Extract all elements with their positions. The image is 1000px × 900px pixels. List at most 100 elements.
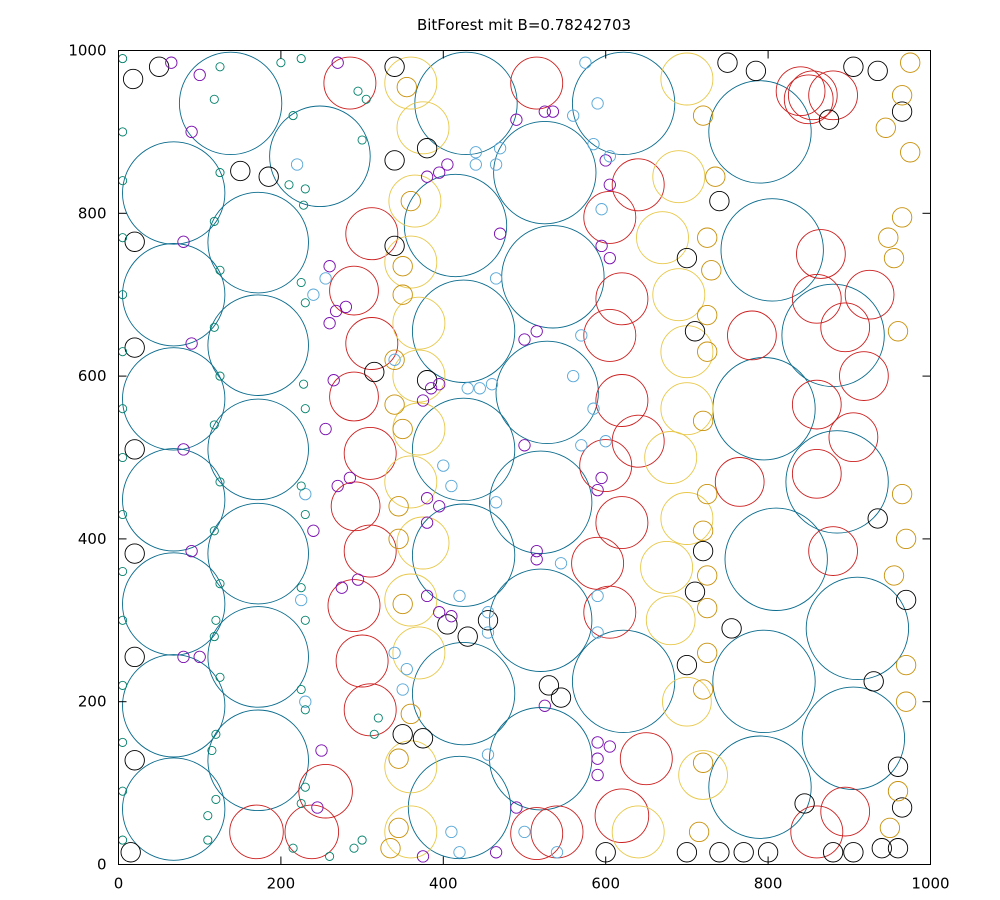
- circle-mark: [300, 782, 310, 792]
- circle-mark: [215, 477, 225, 487]
- circle-mark: [384, 150, 405, 171]
- circle-mark: [118, 452, 128, 463]
- circle-mark: [595, 471, 608, 485]
- circle-mark: [349, 843, 359, 853]
- circle-mark: [781, 283, 885, 388]
- circle-mark: [392, 418, 413, 440]
- circle-mark: [396, 683, 409, 696]
- circle-mark: [595, 496, 649, 550]
- circle-mark: [299, 200, 309, 210]
- circle-mark: [290, 158, 304, 171]
- circle-mark: [215, 168, 225, 178]
- circle-mark: [299, 695, 312, 708]
- circle-mark: [603, 251, 616, 265]
- y-tick-label: 1000: [68, 42, 106, 60]
- circle-mark: [433, 166, 446, 179]
- circle-mark: [118, 54, 128, 64]
- circle-mark: [209, 216, 219, 226]
- circle-mark: [433, 500, 446, 513]
- circle-mark: [215, 62, 225, 72]
- circle-mark: [118, 786, 128, 796]
- circle-mark: [567, 369, 580, 383]
- circle-mark: [384, 740, 438, 794]
- circle-mark: [611, 805, 665, 859]
- x-tick-label: 0: [114, 875, 124, 893]
- circle-mark: [364, 361, 385, 383]
- circle-mark: [388, 496, 409, 517]
- circle-mark: [567, 109, 580, 122]
- circle-mark: [300, 404, 310, 414]
- y-tick-label: 600: [78, 367, 107, 385]
- circle-mark: [709, 842, 730, 863]
- circle-mark: [122, 68, 144, 90]
- circle-mark: [891, 207, 913, 228]
- x-axis: 0 200 400 600 800 1000: [114, 50, 950, 893]
- circle-mark: [489, 450, 593, 554]
- circle-mark: [692, 540, 714, 562]
- circle-mark: [361, 94, 371, 104]
- circle-mark: [345, 317, 399, 370]
- circle-mark: [820, 302, 871, 353]
- circle-mark: [388, 646, 401, 660]
- circle-mark: [118, 233, 128, 243]
- circle-mark: [185, 544, 198, 558]
- circle-mark: [591, 626, 604, 639]
- circle-mark: [411, 279, 516, 383]
- circle-mark: [887, 756, 909, 777]
- circle-mark: [697, 304, 718, 326]
- circle-mark: [733, 842, 754, 863]
- circle-mark: [554, 557, 568, 570]
- circle-mark: [791, 273, 842, 324]
- circle-mark: [353, 86, 363, 96]
- circle-mark: [875, 117, 896, 138]
- circle-mark: [329, 371, 379, 422]
- circle-mark: [392, 724, 413, 745]
- circle-mark: [843, 56, 864, 77]
- circle-mark: [392, 593, 413, 615]
- circle-mark: [895, 589, 917, 611]
- circle-mark: [495, 340, 599, 445]
- circle-mark: [818, 109, 840, 130]
- circle-mark: [384, 349, 405, 370]
- circle-mark: [124, 337, 145, 358]
- circle-mark: [510, 801, 523, 814]
- circle-mark: [276, 58, 286, 68]
- circle-mark: [437, 459, 450, 472]
- circle-mark: [721, 618, 742, 639]
- circle-mark: [871, 838, 892, 859]
- circle-mark: [538, 699, 551, 712]
- circle-mark: [697, 341, 718, 362]
- circle-mark: [575, 329, 588, 342]
- circle-mark: [118, 615, 128, 625]
- circle-mark: [177, 650, 190, 664]
- circle-mark: [603, 178, 616, 191]
- circle-mark: [591, 736, 604, 749]
- circle-mark: [583, 308, 637, 362]
- circle-mark: [697, 565, 718, 586]
- circle-mark: [215, 672, 225, 682]
- circle-mark: [392, 349, 446, 403]
- circle-mark: [822, 842, 844, 863]
- circle-mark: [571, 629, 676, 734]
- circle-mark: [209, 94, 219, 104]
- circle-mark: [118, 680, 128, 690]
- circle-mark: [708, 735, 812, 839]
- circle-mark: [351, 573, 365, 586]
- circle-mark: [215, 579, 225, 589]
- circle-mark: [296, 583, 306, 593]
- circle-mark: [343, 524, 397, 578]
- circle-marks: [118, 51, 921, 863]
- circle-mark: [794, 793, 815, 814]
- circle-mark: [530, 553, 543, 566]
- circle-mark: [591, 589, 604, 603]
- circle-mark: [697, 483, 718, 505]
- circle-mark: [783, 74, 834, 125]
- circle-mark: [692, 105, 714, 126]
- circle-mark: [124, 439, 145, 460]
- circle-mark: [388, 174, 442, 228]
- circle-mark: [411, 503, 516, 607]
- circle-mark: [697, 597, 718, 619]
- circle-mark: [325, 851, 335, 861]
- circle-mark: [392, 296, 446, 350]
